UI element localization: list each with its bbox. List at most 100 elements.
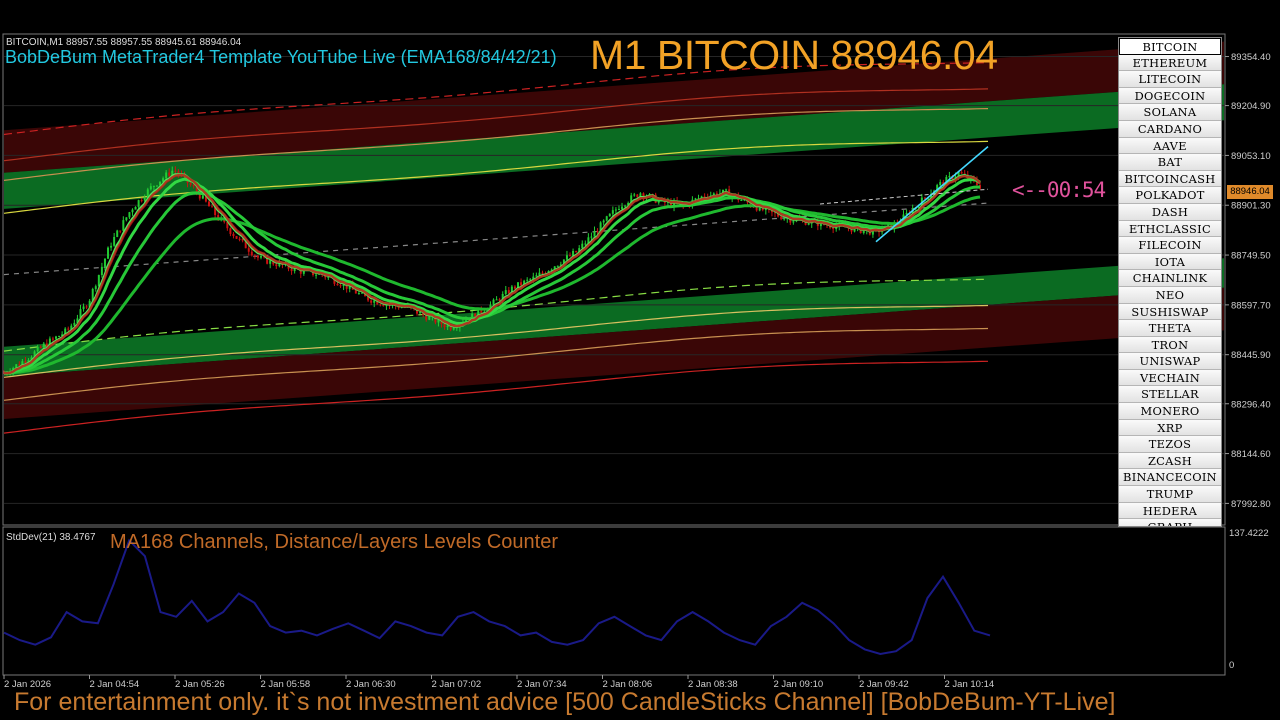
candle-body [532,276,535,280]
x-tick-label: 2 Jan 05:26 [175,679,225,690]
candle-body [315,274,318,276]
candle-body [624,205,627,207]
candle-body [137,200,140,207]
candle-body [721,189,724,194]
symbol-button-hedera[interactable]: HEDERA [1119,502,1221,520]
candle-body [177,171,180,175]
candle-body [88,300,91,308]
template-title: BobDeBum MetaTrader4 Template YouTube Li… [5,47,557,67]
candle-body [477,309,480,319]
symbol-button-theta[interactable]: THETA [1119,320,1221,337]
candle-body [192,184,195,187]
trendline-mid [819,188,989,205]
candle-body [229,228,232,234]
candle-body [149,186,152,190]
symbol-timeframe: BITCOIN,M1 [6,37,64,48]
symbol-button-uniswap[interactable]: UNISWAP [1119,353,1221,370]
candle-body [489,304,492,310]
candle-body [419,311,422,314]
candle-body [669,201,672,207]
x-tick-label: 2 Jan 07:34 [517,679,567,690]
ema-84-line [4,185,981,375]
candle-body [758,205,761,211]
candle-body [975,180,978,186]
candle-body [630,195,633,203]
symbol-button-polkadot[interactable]: POLKADOT [1119,187,1221,204]
symbol-button-zcash[interactable]: ZCASH [1119,452,1221,470]
symbol-button-iota[interactable]: IOTA [1119,253,1221,271]
symbol-button-aave[interactable]: AAVE [1119,137,1221,155]
symbol-button-tron[interactable]: TRON [1119,336,1221,354]
candle-body [339,285,342,287]
candle-body [923,197,926,199]
candle-body [55,336,58,339]
symbol-button-tezos[interactable]: TEZOS [1119,436,1221,453]
symbol-button-neo[interactable]: NEO [1119,286,1221,304]
candle-body [565,255,568,260]
candle-body [602,220,605,223]
symbol-button-chainlink[interactable]: CHAINLINK [1119,270,1221,287]
candle-body [201,195,204,199]
candle-body [290,268,293,272]
candle-body [64,328,67,335]
candle-body [559,264,562,266]
candle-body [30,357,33,361]
symbol-button-monero[interactable]: MONERO [1119,403,1221,420]
ohlc-values: 88957.55 88957.55 88945.61 88946.04 [66,37,242,48]
symbol-button-filecoin[interactable]: FILECOIN [1119,237,1221,254]
symbol-button-cardano[interactable]: CARDANO [1119,120,1221,138]
symbol-button-vechain[interactable]: VECHAIN [1119,369,1221,387]
symbol-button-dash[interactable]: DASH [1119,203,1221,221]
candle-body [134,206,137,210]
symbol-selector-panel: BITCOIN ETHEREUM LITECOIN DOGECOIN SOLANA CAR… [1118,37,1222,527]
symbol-button-ethclassic[interactable]: ETHCLASSIC [1119,220,1221,238]
candle-body [917,206,920,208]
symbol-button-litecoin[interactable]: LITECOIN [1119,71,1221,88]
candle-body [260,256,263,258]
channel-lines [3,62,989,434]
candle-body [783,218,786,220]
candle-body [452,328,455,330]
candle-body [217,214,220,220]
candle-body [146,189,149,198]
candle-countdown: <--00:54 [1012,178,1106,202]
candle-body [244,240,247,249]
candle-body [168,172,171,176]
symbol-button-solana[interactable]: SOLANA [1119,104,1221,121]
symbol-button-graph[interactable]: GRAPH [1119,519,1221,526]
candle-body [70,325,73,330]
symbol-button-xrp[interactable]: XRP [1119,419,1221,437]
symbol-button-binancecoin[interactable]: BINANCECOIN [1119,469,1221,487]
candle-body [376,300,379,305]
x-tick-label: 2 Jan 06:30 [346,679,396,690]
candle-body [428,316,431,320]
symbol-button-dogecoin[interactable]: DOGECOIN [1119,87,1221,105]
candle-body [211,206,214,208]
symbol-button-bat[interactable]: BAT [1119,154,1221,171]
symbol-button-trump[interactable]: TRUMP [1119,486,1221,503]
candle-body [232,233,235,237]
candle-body [786,218,789,220]
ema-fast-red-line [4,173,981,375]
candle-body [116,230,119,237]
candle-body [198,191,201,199]
symbol-button-ethereum[interactable]: ETHEREUM [1119,54,1221,72]
candle-body [529,279,532,281]
x-tick-label: 2 Jan 09:10 [774,679,824,690]
symbol-button-bitcoin[interactable]: BITCOIN [1119,38,1221,55]
symbol-button-stellar[interactable]: STELLAR [1119,386,1221,404]
candle-body [143,197,146,201]
candle-body [633,194,636,196]
candle-body [94,286,97,289]
candle-body [302,269,305,274]
candle-body [887,224,890,226]
band-upper-green [4,84,1224,209]
symbol-button-sushiswap[interactable]: SUSHISWAP [1119,303,1221,321]
symbol-button-bitcoincash[interactable]: BITCOINCASH [1119,170,1221,188]
candle-body [85,306,88,308]
candle-body [250,251,253,256]
y-axis-ticks: 89354.40 89204.90 89053.10 88901.30 88749.50… [1225,52,1271,510]
candle-body [513,286,516,289]
candle-body [152,185,155,187]
candle-body [82,306,85,310]
